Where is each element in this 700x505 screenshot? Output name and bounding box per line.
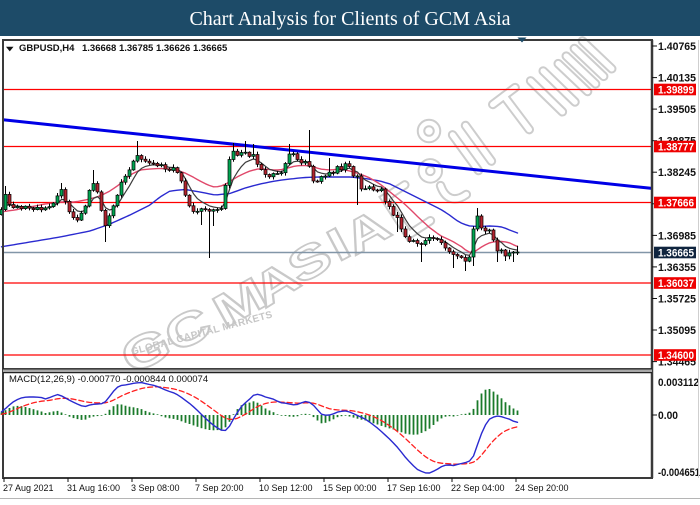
svg-text:1.36668 1.36785 1.36626 1.3666: 1.36668 1.36785 1.36626 1.36665 <box>82 43 228 54</box>
svg-text:1.37666: 1.37666 <box>658 198 694 210</box>
svg-text:1.40765: 1.40765 <box>658 41 696 53</box>
svg-text:27 Aug 2021: 27 Aug 2021 <box>3 483 54 493</box>
svg-text:1.36665: 1.36665 <box>658 248 694 260</box>
svg-text:1.35725: 1.35725 <box>658 294 696 306</box>
svg-text:1.34600: 1.34600 <box>658 350 694 362</box>
svg-text:10 Sep 12:00: 10 Sep 12:00 <box>259 483 313 493</box>
svg-text:1.36985: 1.36985 <box>658 230 696 242</box>
svg-text:17 Sep 16:00: 17 Sep 16:00 <box>387 483 441 493</box>
svg-text:1.39505: 1.39505 <box>658 104 696 116</box>
svg-text:7 Sep 20:00: 7 Sep 20:00 <box>195 483 244 493</box>
svg-text:MACD(12,26,9) -0.000770 -0.000: MACD(12,26,9) -0.000770 -0.000844 0.0000… <box>9 374 208 385</box>
svg-text:1.39899: 1.39899 <box>658 85 694 97</box>
svg-text:1.36355: 1.36355 <box>658 262 696 274</box>
svg-text:3 Sep 08:00: 3 Sep 08:00 <box>131 483 180 493</box>
svg-text:0.00: 0.00 <box>658 410 678 422</box>
svg-text:31 Aug 16:00: 31 Aug 16:00 <box>67 483 120 493</box>
svg-text:1.38777: 1.38777 <box>658 142 694 154</box>
svg-text:0.003112: 0.003112 <box>658 377 699 389</box>
svg-text:15 Sep 00:00: 15 Sep 00:00 <box>323 483 377 493</box>
svg-text:24 Sep 20:00: 24 Sep 20:00 <box>515 483 569 493</box>
svg-text:Chart Analysis for Clients of: Chart Analysis for Clients of GCM Asia <box>189 8 510 30</box>
svg-text:1.35095: 1.35095 <box>658 325 696 337</box>
svg-text:1.36037: 1.36037 <box>658 278 694 290</box>
svg-text:1.40135: 1.40135 <box>658 73 696 85</box>
svg-text:-0.004651: -0.004651 <box>658 467 700 479</box>
svg-text:1.38245: 1.38245 <box>658 167 696 179</box>
svg-text:GBPUSD,H4: GBPUSD,H4 <box>19 43 75 54</box>
svg-text:22 Sep 04:00: 22 Sep 04:00 <box>451 483 505 493</box>
